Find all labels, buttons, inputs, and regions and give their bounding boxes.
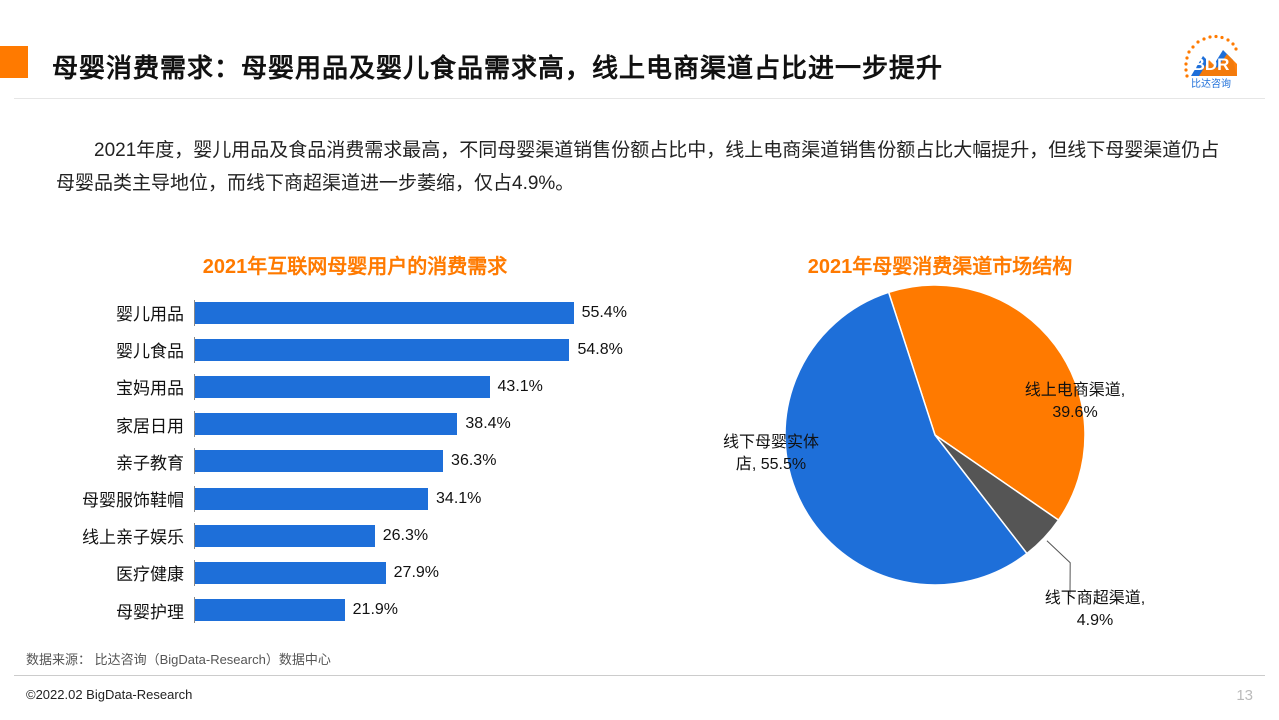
bar-value-label: 36.3% [443,448,496,474]
bar-category-label: 婴儿食品 [66,337,194,362]
bar [195,450,443,472]
bar-row: 母婴护理 21.9% [66,592,616,629]
bar-category-label: 宝妈用品 [66,374,194,399]
bar-category-label: 家居日用 [66,412,194,437]
bar-row: 线上亲子娱乐 26.3% [66,517,616,554]
bar-category-label: 医疗健康 [66,560,194,585]
bar-value-label: 43.1% [490,374,543,400]
bar-track: 43.1% [194,374,616,400]
pie-chart [780,280,1090,590]
bar-track: 36.3% [194,448,616,474]
bar [195,599,345,621]
bar-category-label: 婴儿用品 [66,300,194,325]
pie-chart-title: 2021年母婴消费渠道市场结构 [750,250,1130,279]
bar-track: 34.1% [194,486,616,512]
bar [195,525,375,547]
bar-row: 婴儿用品55.4% [66,294,616,331]
bar [195,488,428,510]
pie-slice-label: 线下母婴实体店, 55.5% [716,432,826,477]
data-source: 数据来源： 比达咨询（BigData-Research）数据中心 [26,649,331,668]
bar-value-label: 54.8% [569,337,622,363]
bar [195,562,386,584]
header: 母婴消费需求：母婴用品及婴儿食品需求高，线上电商渠道占比进一步提升 BDR 比达… [0,0,1279,100]
page-title: 母婴消费需求：母婴用品及婴儿食品需求高，线上电商渠道占比进一步提升 [52,48,943,85]
bar-category-label: 线上亲子娱乐 [66,523,194,548]
bar-row: 宝妈用品 43.1% [66,368,616,405]
slide: 母婴消费需求：母婴用品及婴儿食品需求高，线上电商渠道占比进一步提升 BDR 比达… [0,0,1279,720]
bar-row: 母婴服饰鞋帽 34.1% [66,480,616,517]
bar-value-label: 21.9% [345,597,398,623]
copyright: ©2022.02 BigData-Research [26,687,192,702]
bar-track: 26.3% [194,523,616,549]
bar-track: 38.4% [194,411,616,437]
bar-track: 55.4% [194,300,616,326]
bar-category-label: 母婴护理 [66,598,194,623]
bar-track: 27.9% [194,560,616,586]
bar-chart-title: 2021年互联网母婴用户的消费需求 [140,250,570,279]
intro-paragraph: 2021年度，婴儿用品及食品消费需求最高，不同母婴渠道销售份额占比中，线上电商渠… [56,134,1223,201]
bar [195,413,457,435]
bar-row: 婴儿食品54.8% [66,331,616,368]
bar-value-label: 34.1% [428,486,481,512]
bar-category-label: 亲子教育 [66,449,194,474]
bar [195,376,490,398]
bar-value-label: 26.3% [375,523,428,549]
bar-row: 亲子教育 36.3% [66,443,616,480]
pie-slice-label: 线上电商渠道, 39.6% [1020,380,1130,425]
bar-row: 医疗健康 27.9% [66,554,616,591]
bar-row: 家居日用 38.4% [66,406,616,443]
footer-rule [14,675,1265,676]
bar-category-label: 母婴服饰鞋帽 [66,486,194,511]
header-accent [0,46,28,78]
bar [195,302,574,324]
svg-text:比达咨询: 比达咨询 [1191,77,1231,90]
bar-value-label: 38.4% [457,411,510,437]
bar-value-label: 27.9% [386,560,439,586]
bar-track: 21.9% [194,597,616,623]
svg-text:BDR: BDR [1193,55,1230,74]
pie-slice-label: 线下商超渠道, 4.9% [1040,588,1150,633]
bdr-logo: BDR 比达咨询 [1177,30,1245,90]
bar-value-label: 55.4% [574,300,627,326]
page-number: 13 [1236,687,1253,704]
bar [195,339,569,361]
bar-track: 54.8% [194,337,616,363]
bar-chart: 婴儿用品55.4%婴儿食品54.8%宝妈用品43.1%家居日用38.4%亲子教育… [66,294,616,629]
header-rule [14,98,1265,99]
